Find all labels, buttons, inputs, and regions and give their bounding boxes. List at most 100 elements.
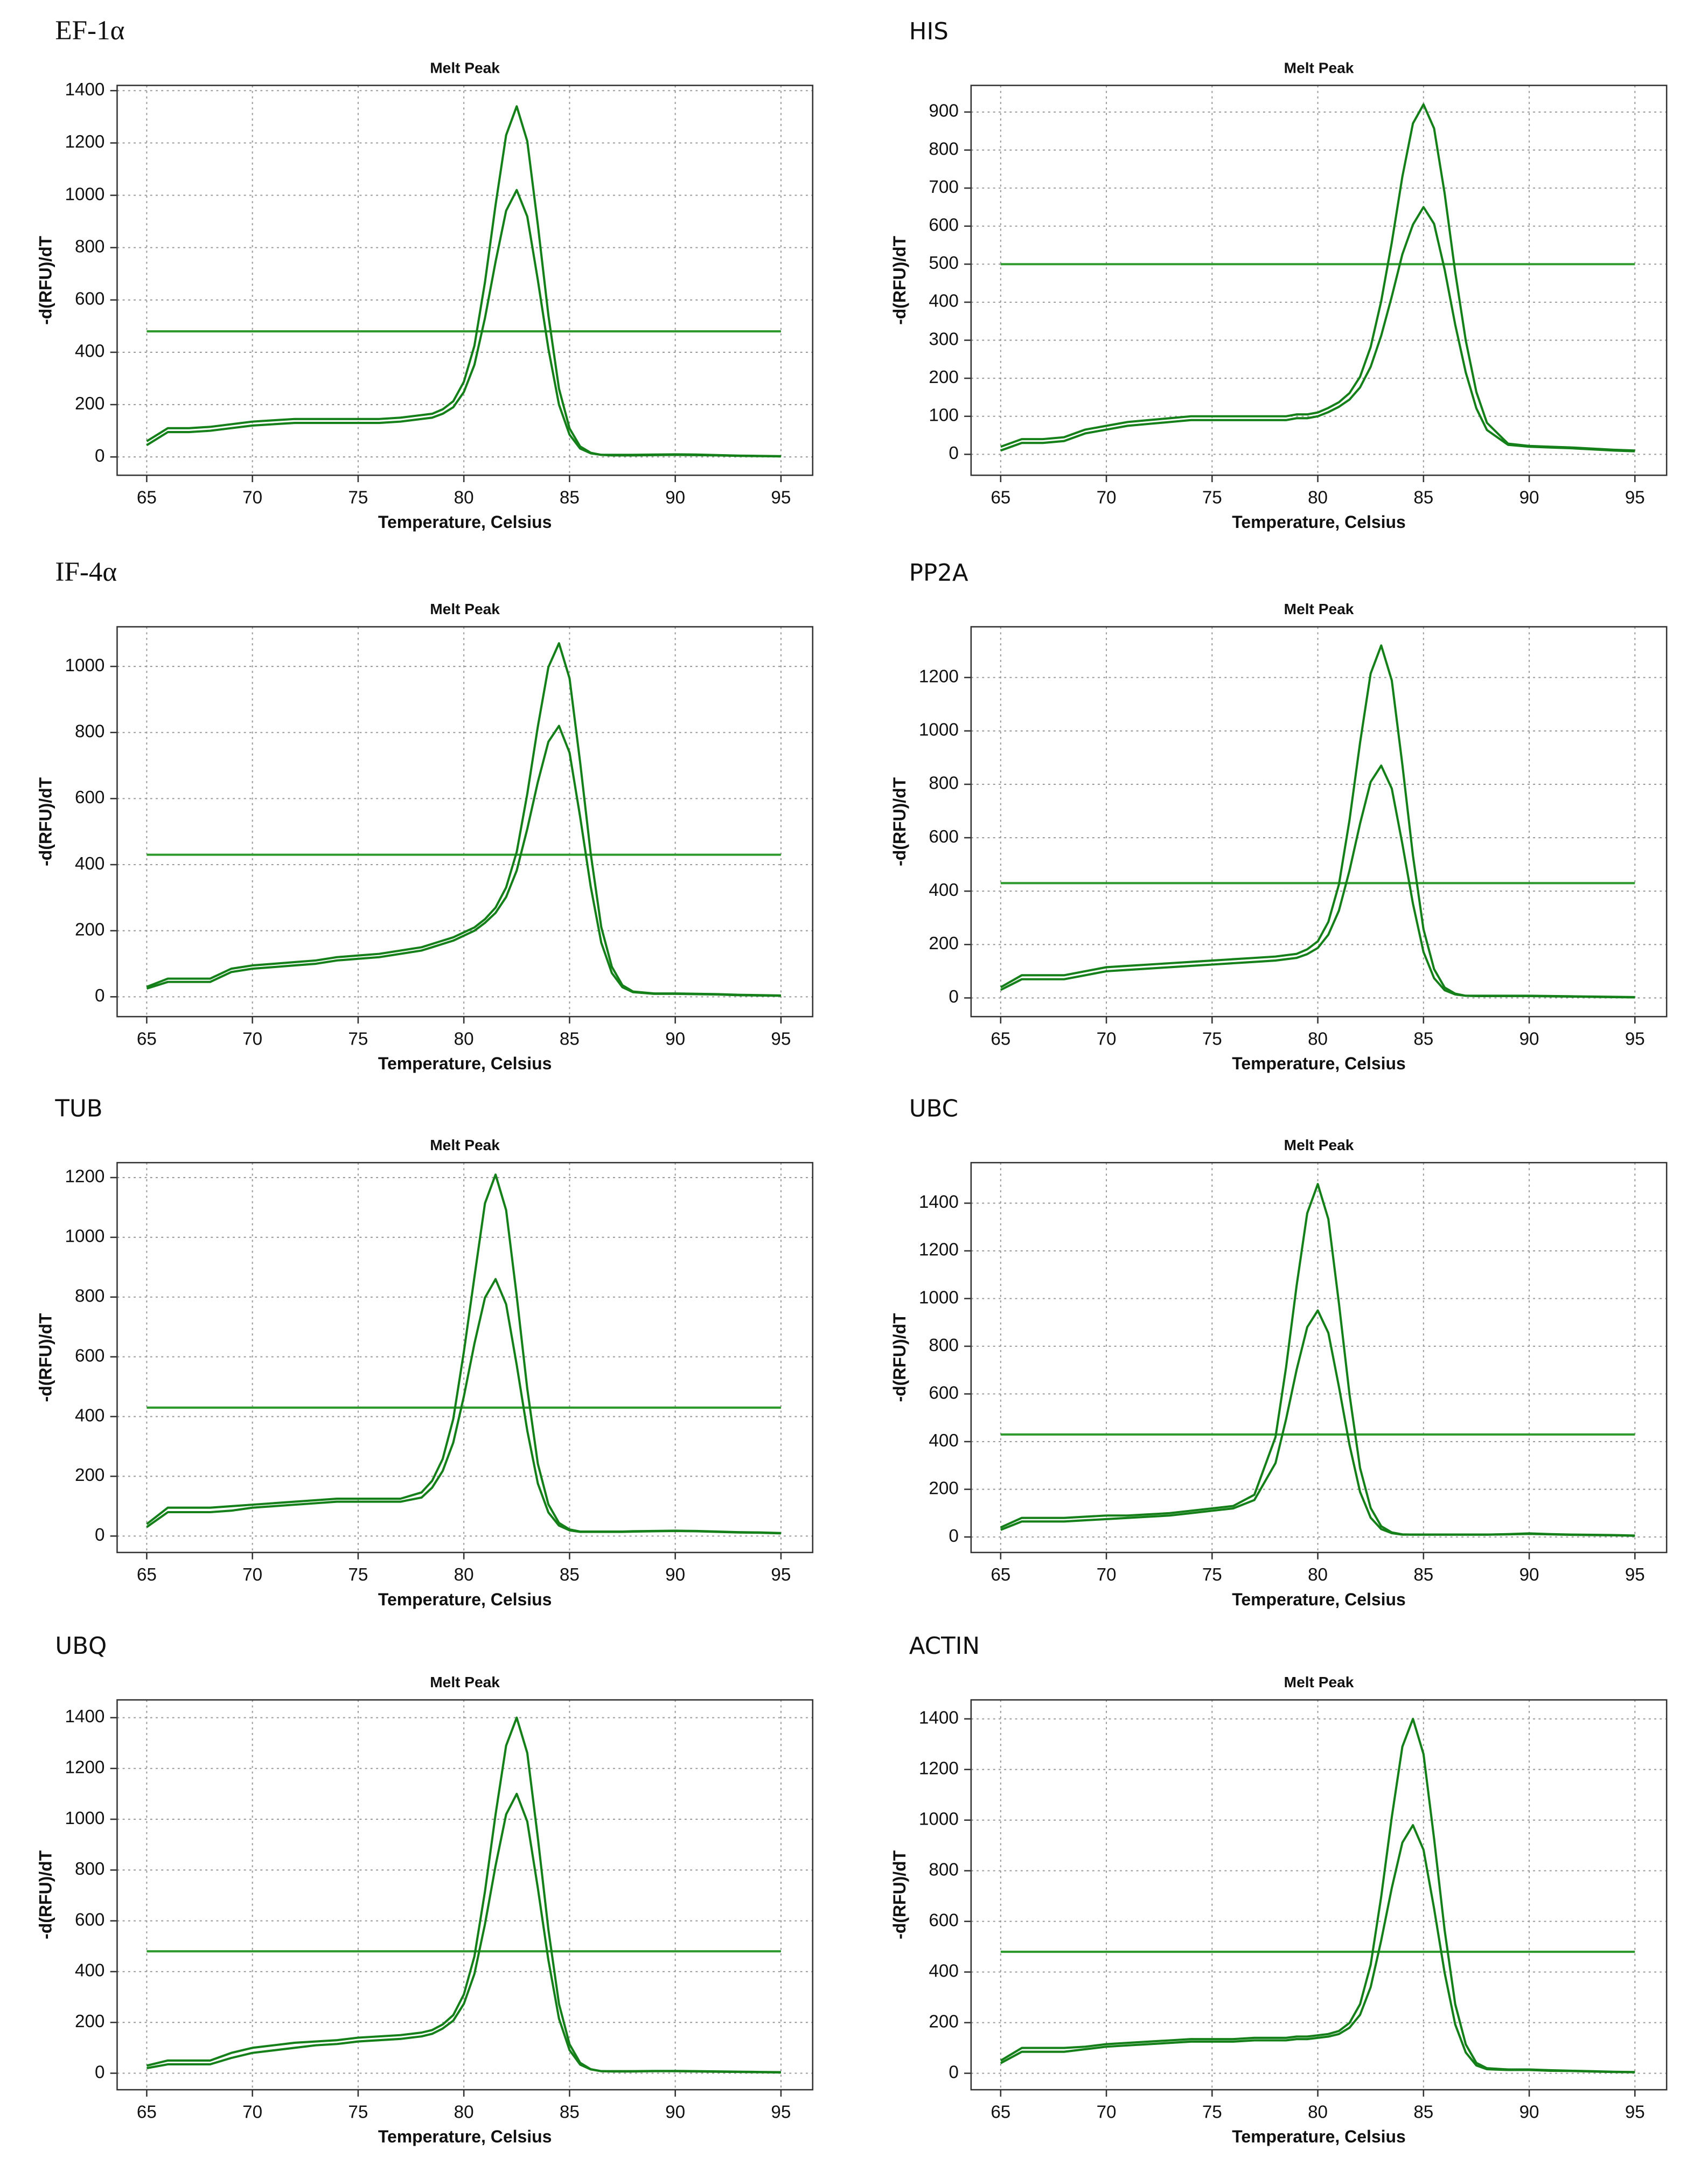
chart-panel: UBQ Melt Peak 65 70 75 80 85 90 95 0 200 400 600 800 1… [36,1633,814,2146]
x-tick-label: 95 [1625,1029,1645,1049]
y-axis-label: -d(RFU)/dT [36,1313,55,1402]
y-tick-label: 800 [929,1860,958,1880]
x-tick-label: 70 [1097,488,1117,507]
panel-label: PP2A [909,560,968,587]
x-tick-label: 95 [771,488,791,507]
y-tick-label: 200 [75,920,104,940]
x-tick-label: 65 [991,1029,1010,1049]
y-tick-label: 0 [95,986,104,1006]
y-tick-label: 1400 [65,80,104,100]
x-axis-label: Temperature, Celsius [1232,2127,1406,2146]
x-tick-label: 65 [991,2102,1010,2122]
y-tick-label: 900 [929,101,958,121]
x-tick-label: 90 [1519,1565,1539,1585]
y-tick-label: 500 [929,253,958,273]
x-tick-label: 75 [348,1029,368,1049]
x-tick-label: 90 [665,1565,685,1585]
y-tick-label: 1200 [919,666,959,686]
chart-panel: IF-4α Melt Peak 65 70 75 80 85 90 95 0 200 400 600 80… [36,556,814,1073]
x-tick-label: 75 [1202,1565,1222,1585]
y-tick-label: 200 [75,1465,104,1485]
melt-curve [1000,1309,1635,1537]
y-tick-label: 1400 [919,1708,959,1728]
y-tick-label: 600 [929,1383,958,1403]
x-tick-label: 85 [560,2102,580,2122]
x-axis-label: Temperature, Celsius [378,512,552,532]
panel-label: UBC [909,1096,958,1123]
y-tick-label: 0 [95,2062,104,2082]
y-tick-label: 0 [95,1525,104,1545]
x-tick-label: 90 [665,2102,685,2122]
chart-panel: HIS Melt Peak 65 70 75 80 85 90 95 0 100 200 300 400 5… [890,18,1668,532]
x-tick-label: 80 [1308,1029,1328,1049]
y-tick-label: 800 [75,1859,104,1879]
x-tick-label: 75 [1202,488,1222,507]
melt-curve [1000,103,1635,452]
y-tick-label: 400 [75,1405,104,1425]
y-tick-label: 400 [75,342,104,361]
x-tick-label: 90 [665,1029,685,1049]
panel-label: IF-4α [55,556,117,587]
melt-curve [146,1716,781,2073]
x-tick-label: 95 [771,2102,791,2122]
x-tick-label: 85 [560,488,580,507]
y-tick-label: 800 [929,1335,958,1355]
y-axis-label: -d(RFU)/dT [36,235,55,325]
x-tick-label: 75 [348,488,368,507]
y-tick-label: 600 [929,1910,958,1930]
y-tick-label: 1400 [65,1707,104,1727]
x-tick-label: 85 [1413,1029,1433,1049]
plot-frame [116,85,814,476]
y-tick-label: 1000 [65,1808,104,1828]
y-tick-label: 0 [95,446,104,466]
x-tick-label: 75 [1202,1029,1222,1049]
y-tick-label: 200 [929,367,958,387]
chart-panel: EF-1α Melt Peak 65 70 75 80 85 90 95 0 200 400 600 80… [36,15,814,532]
y-tick-label: 100 [929,406,958,426]
y-tick-label: 800 [929,774,958,794]
x-axis-label: Temperature, Celsius [1232,512,1406,532]
y-tick-label: 600 [75,788,104,808]
y-tick-label: 1200 [65,1758,104,1778]
x-tick-label: 70 [242,488,262,507]
x-axis-label: Temperature, Celsius [1232,1590,1406,1609]
x-tick-label: 65 [991,488,1010,507]
y-axis-label: -d(RFU)/dT [890,777,909,866]
chart-panel: TUB Melt Peak 65 70 75 80 85 90 95 0 200 400 600 800 1… [36,1096,814,1609]
x-tick-label: 90 [1519,1029,1539,1049]
y-tick-label: 1000 [65,656,104,676]
y-tick-label: 600 [75,289,104,309]
y-tick-label: 0 [949,1526,958,1546]
y-tick-label: 400 [75,854,104,874]
x-axis-label: Temperature, Celsius [378,1590,552,1609]
chart-title: Melt Peak [430,1137,500,1153]
y-tick-label: 600 [929,827,958,847]
y-tick-label: 600 [75,1346,104,1366]
chart-title: Melt Peak [1284,59,1354,76]
x-tick-label: 80 [1308,1565,1328,1585]
x-tick-label: 65 [137,1565,157,1585]
y-tick-label: 1000 [919,1288,959,1307]
y-tick-label: 400 [75,1961,104,1981]
plot-frame [116,626,814,1018]
x-tick-label: 95 [1625,1565,1645,1585]
y-tick-label: 200 [75,394,104,414]
chart-title: Melt Peak [430,1674,500,1690]
panel-label: UBQ [55,1633,107,1660]
melt-curve [1000,206,1635,453]
x-tick-label: 80 [454,2102,474,2122]
panel-label: ACTIN [909,1633,980,1660]
y-axis-label: -d(RFU)/dT [890,235,909,325]
y-tick-label: 800 [75,722,104,742]
chart-title: Melt Peak [1284,1674,1354,1690]
x-axis-label: Temperature, Celsius [1232,1054,1406,1073]
y-tick-label: 1000 [65,184,104,204]
chart-title: Melt Peak [1284,1137,1354,1153]
chart-panel: UBC Melt Peak 65 70 75 80 85 90 95 0 200 400 600 800 1… [890,1096,1668,1609]
x-tick-label: 65 [137,1029,157,1049]
x-axis-label: Temperature, Celsius [378,1054,552,1073]
y-axis-label: -d(RFU)/dT [890,1850,909,1939]
x-tick-label: 80 [454,1565,474,1585]
x-tick-label: 75 [348,1565,368,1585]
